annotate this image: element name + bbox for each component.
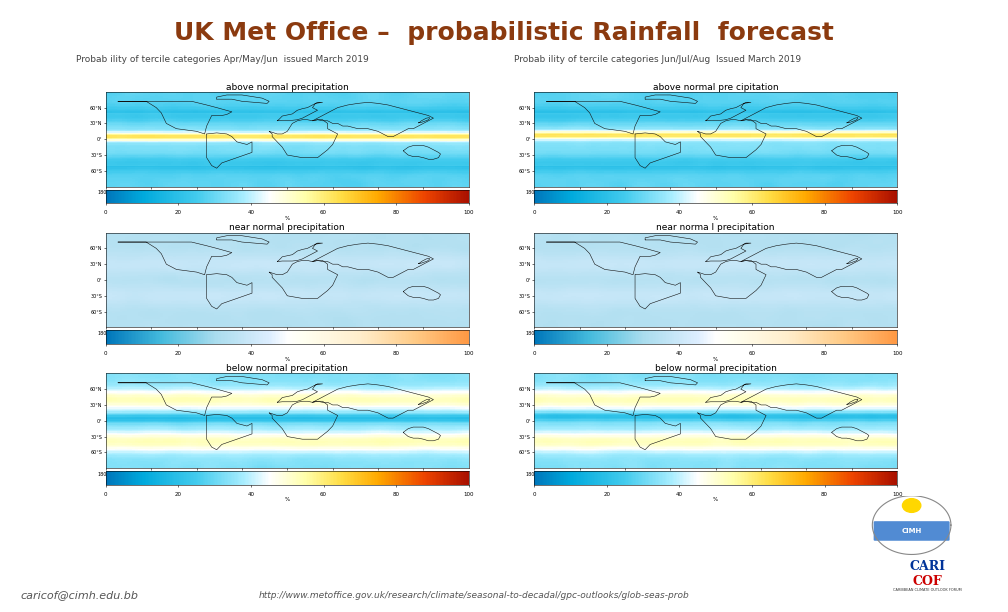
Title: below normal precipitation: below normal precipitation: [227, 364, 348, 373]
Text: Probab ility of tercile categories Apr/May/Jun  issued March 2019: Probab ility of tercile categories Apr/M…: [76, 55, 368, 64]
Text: UK Met Office –  probabilistic Rainfall  forecast: UK Met Office – probabilistic Rainfall f…: [174, 21, 834, 45]
Text: CIMH: CIMH: [901, 528, 921, 534]
Circle shape: [902, 499, 921, 512]
Text: Probab ility of tercile categories Jun/Jul/Aug  Issued March 2019: Probab ility of tercile categories Jun/J…: [514, 55, 801, 64]
X-axis label: %: %: [713, 498, 719, 502]
FancyBboxPatch shape: [874, 521, 950, 541]
Title: above normal pre cipitation: above normal pre cipitation: [653, 83, 778, 92]
Text: caricof@cimh.edu.bb: caricof@cimh.edu.bb: [20, 590, 138, 600]
X-axis label: %: %: [284, 357, 290, 362]
Text: COF: COF: [912, 575, 942, 588]
Title: below normal precipitation: below normal precipitation: [655, 364, 776, 373]
Title: above normal precipitation: above normal precipitation: [226, 83, 349, 92]
Text: CARI: CARI: [909, 560, 946, 573]
Text: http://www.metoffice.gov.uk/research/climate/seasonal-to-decadal/gpc-outlooks/gl: http://www.metoffice.gov.uk/research/cli…: [258, 591, 689, 600]
X-axis label: %: %: [284, 498, 290, 502]
X-axis label: %: %: [713, 216, 719, 221]
X-axis label: %: %: [284, 216, 290, 221]
Title: near norma l precipitation: near norma l precipitation: [656, 223, 775, 233]
Title: near normal precipitation: near normal precipitation: [230, 223, 345, 233]
X-axis label: %: %: [713, 357, 719, 362]
Text: CARIBBEAN CLIMATE OUTLOOK FORUM: CARIBBEAN CLIMATE OUTLOOK FORUM: [893, 588, 962, 592]
